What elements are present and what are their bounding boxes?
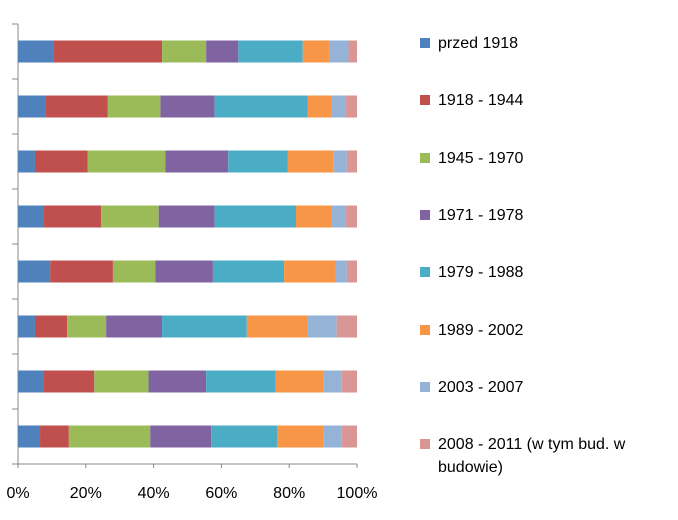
- bar-segment: [101, 205, 159, 228]
- legend-item: 2003 - 2007: [420, 376, 653, 399]
- bar-segment: [18, 205, 44, 228]
- x-tick-label: 20%: [70, 485, 102, 502]
- bar-segment: [333, 150, 347, 173]
- bar-segment: [34, 315, 68, 338]
- bar-segment: [206, 370, 276, 393]
- legend-item: 1918 - 1944: [420, 89, 653, 112]
- bar-segment: [162, 315, 247, 338]
- bar-segment: [50, 260, 113, 283]
- bar-segment: [287, 150, 334, 173]
- bar-segment: [160, 95, 215, 118]
- legend-label: 1971 - 1978: [438, 206, 524, 224]
- legend-item: 1945 - 1970: [420, 147, 653, 170]
- legend-swatch: [420, 324, 430, 335]
- bar-segment: [107, 95, 161, 118]
- bar-segment: [150, 425, 212, 448]
- bar-segment: [155, 260, 213, 283]
- bar-segment: [34, 150, 88, 173]
- bar-segment: [43, 370, 95, 393]
- bar-segment: [345, 205, 357, 228]
- legend-item: 1979 - 1988: [420, 261, 653, 284]
- bar-segment: [323, 370, 342, 393]
- legend-item: przed 1918: [420, 32, 653, 55]
- legend-swatch: [420, 152, 430, 163]
- bar-segment: [302, 40, 330, 63]
- bar-segment: [18, 95, 46, 118]
- bar-segment: [18, 425, 41, 448]
- legend-swatch: [420, 209, 430, 220]
- bar-segment: [228, 150, 288, 173]
- bar-segment: [331, 95, 346, 118]
- bar-segment: [18, 260, 51, 283]
- legend-item: 1989 - 2002: [420, 319, 653, 342]
- bar-segment: [346, 260, 357, 283]
- bar-segment: [275, 370, 324, 393]
- legend-label: 1979 - 1988: [438, 264, 524, 282]
- legend-label: przed 1918: [438, 35, 519, 52]
- bar-segment: [67, 315, 107, 338]
- bar-segment: [284, 260, 335, 283]
- legend-item: 2008 - 2011 (w tym bud. w budowie): [420, 433, 653, 479]
- bar-segment: [214, 205, 296, 228]
- bar-segment: [94, 370, 149, 393]
- bar-segment: [162, 40, 207, 63]
- x-tick-label: 100%: [337, 485, 378, 502]
- bar-segment: [112, 260, 156, 283]
- bar-segment: [18, 150, 35, 173]
- bar-segment: [68, 425, 151, 448]
- bar-segment: [43, 205, 102, 228]
- legend-label: 1918 - 1944: [438, 92, 524, 110]
- bar-segment: [18, 315, 35, 338]
- bar-segment: [341, 370, 357, 393]
- bar-segment: [323, 425, 342, 448]
- bar-segment: [18, 370, 44, 393]
- x-tick-label: 60%: [205, 485, 237, 502]
- bar-segment: [307, 315, 337, 338]
- legend-label: 2008 - 2011 (w tym bud. w budowie): [438, 436, 626, 477]
- x-tick-label: 0%: [6, 485, 29, 502]
- bar-segment: [277, 425, 324, 448]
- bar-segment: [345, 95, 357, 118]
- bar-segment: [346, 150, 357, 173]
- bar-segment: [341, 425, 357, 448]
- bar-segment: [106, 315, 163, 338]
- legend-label: 1945 - 1970: [438, 149, 524, 167]
- bar-segment: [214, 95, 308, 118]
- bar-segment: [212, 260, 285, 283]
- bar-segment: [87, 150, 166, 173]
- bar-segment: [206, 40, 239, 63]
- bar-segment: [331, 205, 346, 228]
- legend-label: 1989 - 2002: [438, 321, 524, 339]
- bar-segment: [295, 205, 332, 228]
- legend-swatch: [420, 95, 430, 106]
- bar-segment: [53, 40, 163, 63]
- legend-swatch: [420, 267, 430, 278]
- bar-segment: [246, 315, 308, 338]
- bar-segment: [18, 40, 54, 63]
- bar-segment: [329, 40, 349, 63]
- legend-swatch: [420, 381, 430, 392]
- bar-segment: [165, 150, 229, 173]
- bar-segment: [148, 370, 207, 393]
- bar-segment: [40, 425, 69, 448]
- bar-segment: [158, 205, 215, 228]
- bar-segment: [336, 315, 357, 338]
- bar-segment: [307, 95, 332, 118]
- chart: 0% 20% 40% 60% 80% 100%: [6, 23, 378, 502]
- x-tick-label: 40%: [138, 485, 170, 502]
- bar-segment: [334, 260, 347, 283]
- bar-segment: [238, 40, 303, 63]
- bar-segment: [45, 95, 108, 118]
- bar-segment: [348, 40, 357, 63]
- x-tick-label: 80%: [273, 485, 305, 502]
- legend-item: 1971 - 1978: [420, 204, 653, 227]
- legend-swatch: [420, 38, 430, 48]
- legend-label: 2003 - 2007: [438, 378, 524, 396]
- bar-segment: [211, 425, 278, 448]
- legend-swatch: [420, 439, 430, 450]
